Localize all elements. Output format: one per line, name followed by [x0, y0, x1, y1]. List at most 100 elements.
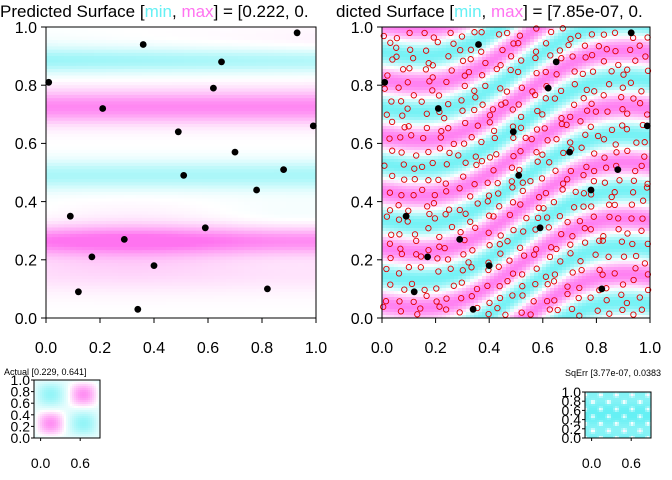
surface-cell [256, 146, 263, 151]
surface-cell [386, 66, 391, 70]
surface-cell [214, 298, 221, 303]
surface-cell [76, 314, 83, 318]
surface-cell [382, 159, 387, 163]
surface-cell [94, 124, 101, 128]
surface-cell [292, 185, 299, 190]
surface-cell [268, 263, 275, 267]
surface-cell [142, 104, 149, 109]
surface-cell [286, 36, 293, 41]
surface-cell [398, 48, 403, 52]
surface-cell [250, 72, 257, 77]
surface-cell [410, 144, 415, 148]
surface-cell [226, 156, 233, 161]
surface-cell [160, 285, 167, 290]
surface-cell [394, 237, 399, 241]
surface-cell [286, 27, 293, 31]
surface-cell [142, 62, 149, 67]
surface-cell [136, 266, 143, 271]
surface-cell [398, 306, 403, 310]
surface-cell [94, 98, 101, 102]
surface-cell [142, 208, 149, 212]
surface-cell [238, 208, 245, 212]
surface-cell [142, 188, 149, 193]
surface-cell [76, 49, 83, 54]
surface-cell [390, 198, 395, 202]
surface-cell [112, 159, 119, 164]
surface-cell [274, 259, 281, 264]
surface-cell [382, 147, 387, 151]
surface-cell [202, 298, 209, 303]
surface-cell [220, 259, 227, 264]
surface-cell [100, 185, 107, 190]
surface-cell [172, 88, 179, 93]
surface-cell [118, 153, 125, 157]
surface-cell [226, 256, 233, 261]
surface-cell [410, 276, 415, 280]
surface-cell [214, 27, 221, 31]
surface-cell [64, 182, 71, 187]
surface-cell [154, 298, 161, 303]
surface-cell [172, 169, 179, 174]
surface-cell [414, 57, 419, 61]
surface-cell [304, 208, 311, 212]
surface-cell [166, 46, 173, 51]
surface-cell [46, 94, 53, 99]
surface-cell [406, 240, 411, 244]
surface-cell [274, 211, 281, 216]
surface-cell [46, 308, 53, 313]
surface-cell [304, 301, 311, 306]
surface-cell [398, 75, 403, 79]
surface-cell [88, 114, 95, 119]
surface-cell [232, 292, 239, 296]
surface-cell [250, 36, 257, 41]
surface-cell [100, 266, 107, 271]
surface-cell [136, 204, 143, 209]
surface-cell [232, 65, 239, 70]
surface-cell [394, 255, 399, 259]
surface-cell [398, 129, 403, 133]
surface-cell [390, 228, 395, 232]
surface-cell [298, 65, 305, 70]
surface-cell [112, 175, 119, 180]
surface-cell [382, 306, 387, 310]
surface-cell [310, 221, 316, 225]
surface-cell [256, 30, 263, 35]
surface-cell [406, 279, 411, 283]
surface-cell [406, 111, 411, 115]
surface-cell [414, 174, 419, 178]
surface-cell [160, 94, 167, 99]
surface-cell [214, 136, 221, 141]
surface-cell [112, 269, 119, 274]
surface-cell [46, 272, 53, 277]
surface-cell [52, 279, 59, 284]
surface-cell [46, 107, 53, 112]
surface-cell [202, 91, 209, 96]
surface-cell [58, 91, 65, 96]
surface-cell [220, 172, 227, 177]
surface-cell [172, 117, 179, 122]
surface-cell [46, 240, 53, 245]
surface-cell [304, 162, 311, 167]
surface-cell [58, 178, 65, 183]
surface-cell [310, 153, 316, 157]
surface-cell [82, 107, 89, 112]
surface-cell [410, 246, 415, 250]
surface-cell [226, 295, 233, 300]
surface-cell [394, 81, 399, 85]
surface-cell [262, 36, 269, 41]
surface-cell [46, 263, 53, 267]
surface-cell [52, 140, 59, 144]
surface-cell [166, 143, 173, 148]
surface-cell [256, 256, 263, 261]
surface-cell [208, 69, 215, 73]
surface-cell [244, 211, 251, 216]
surface-cell [172, 288, 179, 293]
surface-cell [154, 30, 161, 35]
surface-cell [402, 273, 407, 277]
surface-cell [70, 111, 77, 115]
surface-cell [386, 108, 391, 112]
surface-cell [250, 30, 257, 35]
surface-cell [232, 172, 239, 177]
surface-cell [196, 43, 203, 47]
surface-cell [64, 166, 71, 170]
